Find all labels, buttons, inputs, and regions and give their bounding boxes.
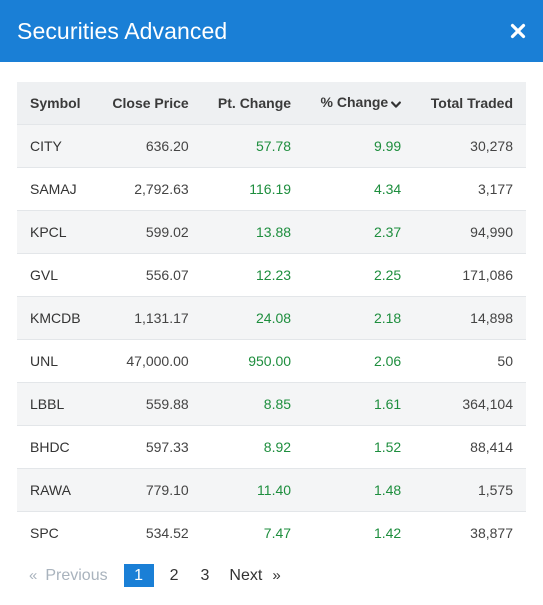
cell-pct-change: 2.06	[304, 339, 415, 383]
table-row[interactable]: GVL 556.07 12.23 2.25 171,086	[17, 253, 526, 297]
page-button-2[interactable]: 2	[169, 566, 179, 584]
cell-symbol[interactable]: BHDC	[17, 425, 97, 469]
table-row[interactable]: KMCDB 1,131.17 24.08 2.18 14,898	[17, 296, 526, 340]
chevron-down-icon	[391, 96, 402, 112]
table-row[interactable]: RAWA 779.10 11.40 1.48 1,575	[17, 468, 526, 512]
cell-pt-change: 950.00	[201, 339, 305, 383]
cell-total-traded: 30,278	[414, 124, 526, 168]
cell-symbol[interactable]: LBBL	[17, 382, 97, 426]
cell-pct-change: 2.37	[304, 210, 415, 254]
cell-pt-change: 57.78	[201, 124, 305, 168]
cell-total-traded: 364,104	[414, 382, 526, 426]
cell-total-traded: 38,877	[414, 511, 526, 554]
cell-symbol[interactable]: KPCL	[17, 210, 97, 254]
cell-total-traded: 171,086	[414, 253, 526, 297]
cell-pt-change: 7.47	[201, 511, 305, 554]
page-button-1[interactable]: 1	[123, 564, 154, 587]
table-row[interactable]: KPCL 599.02 13.88 2.37 94,990	[17, 210, 526, 254]
modal-title: Securities Advanced	[17, 17, 228, 44]
cell-total-traded: 94,990	[414, 210, 526, 254]
column-header-total-traded[interactable]: Total Traded	[430, 95, 513, 111]
cell-pct-change: 4.34	[304, 167, 415, 211]
cell-close-price: 2,792.63	[96, 167, 202, 211]
cell-close-price: 1,131.17	[96, 296, 202, 340]
previous-button[interactable]: Previous	[45, 566, 108, 584]
cell-close-price: 636.20	[96, 124, 202, 168]
cell-pt-change: 8.85	[201, 382, 305, 426]
table-row[interactable]: BHDC 597.33 8.92 1.52 88,414	[17, 425, 526, 469]
cell-pt-change: 24.08	[201, 296, 305, 340]
cell-symbol[interactable]: GVL	[17, 253, 97, 297]
cell-close-price: 47,000.00	[96, 339, 202, 383]
cell-close-price: 534.52	[96, 511, 202, 554]
page-button-3[interactable]: 3	[200, 566, 210, 584]
column-header-close-price[interactable]: Close Price	[112, 95, 189, 111]
cell-total-traded: 50	[414, 339, 526, 383]
column-header-pct-change-label: % Change	[320, 94, 389, 111]
column-header-pct-change[interactable]: % Change	[304, 82, 414, 125]
cell-symbol[interactable]: RAWA	[17, 468, 97, 512]
table-row[interactable]: SPC 534.52 7.47 1.42 38,877	[17, 511, 526, 554]
cell-total-traded: 14,898	[414, 296, 526, 340]
cell-symbol[interactable]: UNL	[17, 339, 97, 383]
table-row[interactable]: SAMAJ 2,792.63 116.19 4.34 3,177	[17, 167, 526, 211]
next-arrow[interactable]: »	[272, 567, 281, 584]
securities-table: Symbol Close Price Pt. Change % Change T…	[17, 82, 526, 554]
previous-arrow[interactable]: «	[29, 567, 38, 584]
cell-total-traded: 1,575	[414, 468, 526, 512]
cell-close-price: 599.02	[96, 210, 202, 254]
cell-total-traded: 88,414	[414, 425, 526, 469]
close-button[interactable]	[507, 20, 529, 42]
cell-pt-change: 13.88	[201, 210, 305, 254]
cell-symbol[interactable]: CITY	[17, 124, 97, 168]
table-wrapper: Symbol Close Price Pt. Change % Change T…	[0, 62, 543, 554]
table-row[interactable]: CITY 636.20 57.78 9.99 30,278	[17, 124, 526, 168]
cell-pct-change: 1.52	[304, 425, 415, 469]
cell-symbol[interactable]: SPC	[17, 511, 97, 554]
table-header-row: Symbol Close Price Pt. Change % Change T…	[17, 82, 526, 125]
cell-pt-change: 11.40	[201, 468, 305, 512]
cell-pct-change: 1.61	[304, 382, 415, 426]
cell-close-price: 779.10	[96, 468, 202, 512]
cell-symbol[interactable]: SAMAJ	[17, 167, 97, 211]
table-body: CITY 636.20 57.78 9.99 30,278 SAMAJ 2,792.63 11…	[17, 124, 526, 554]
cell-close-price: 597.33	[96, 425, 202, 469]
column-header-pt-change[interactable]: Pt. Change	[217, 95, 292, 111]
cell-pct-change: 9.99	[304, 124, 415, 168]
table-row[interactable]: UNL 47,000.00 950.00 2.06 50	[17, 339, 526, 383]
column-header-symbol[interactable]: Symbol	[30, 95, 81, 111]
modal-header: Securities Advanced	[0, 0, 543, 62]
cell-close-price: 559.88	[96, 382, 202, 426]
cell-pct-change: 1.48	[304, 468, 415, 512]
table-row[interactable]: LBBL 559.88 8.85 1.61 364,104	[17, 382, 526, 426]
cell-total-traded: 3,177	[414, 167, 526, 211]
cell-pct-change: 2.25	[304, 253, 415, 297]
cell-symbol[interactable]: KMCDB	[17, 296, 97, 340]
cell-pct-change: 2.18	[304, 296, 415, 340]
next-button[interactable]: Next	[229, 566, 263, 584]
cell-pt-change: 12.23	[201, 253, 305, 297]
close-icon	[510, 23, 526, 39]
cell-pct-change: 1.42	[304, 511, 415, 554]
cell-pt-change: 116.19	[201, 167, 305, 211]
cell-close-price: 556.07	[96, 253, 202, 297]
pagination: « Previous 1 2 3 Next »	[0, 554, 543, 587]
cell-pt-change: 8.92	[201, 425, 305, 469]
